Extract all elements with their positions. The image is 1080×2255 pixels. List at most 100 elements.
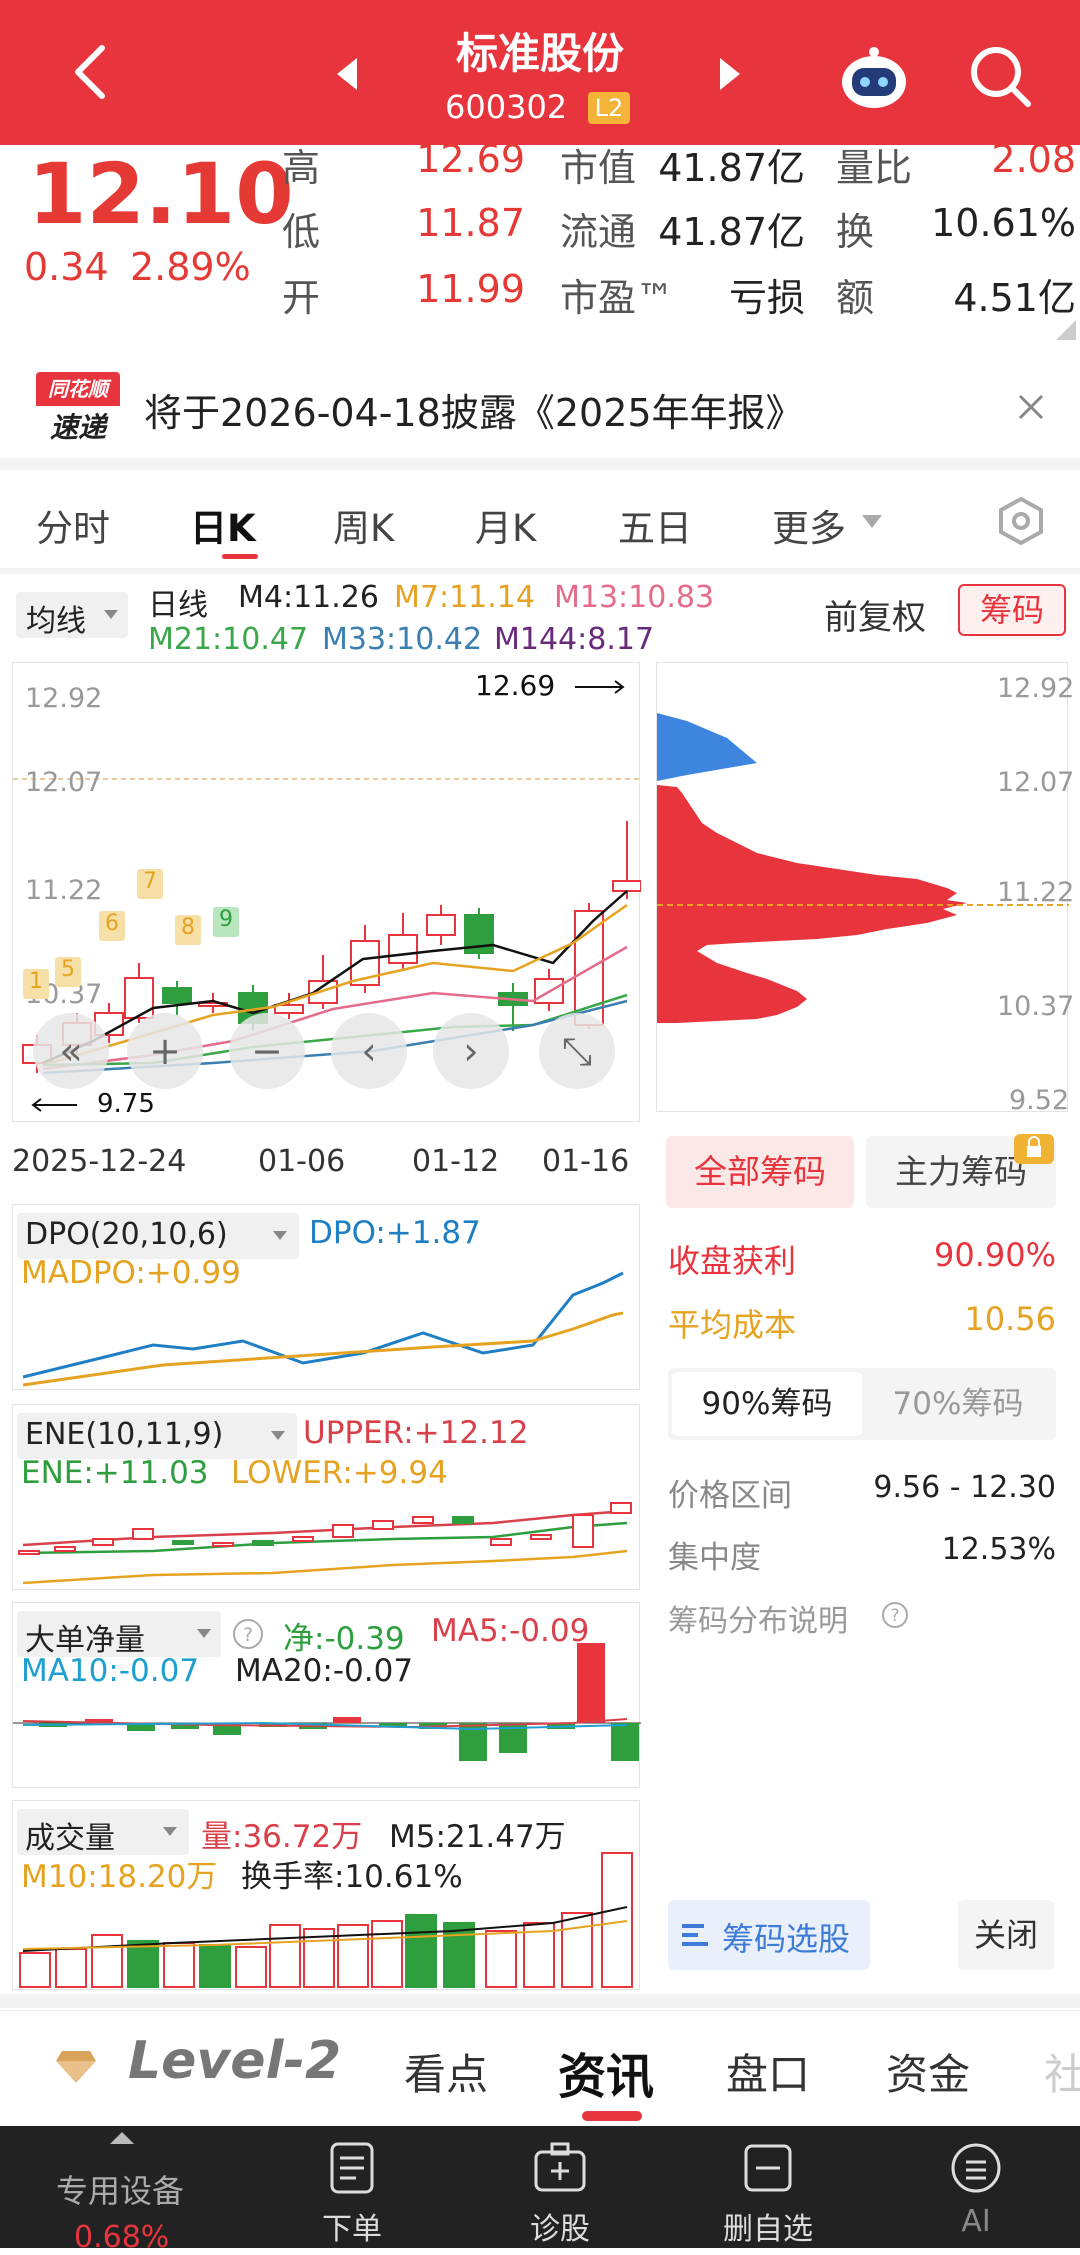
volume-bar	[19, 1952, 51, 1988]
price-change-pct: 2.89%	[130, 245, 251, 289]
close-icon[interactable]	[1016, 392, 1046, 426]
expand-corner-icon[interactable]	[1056, 320, 1076, 344]
dock-ai[interactable]: AI	[916, 2140, 1036, 2239]
bignet-ma10-line	[22, 1721, 628, 1731]
ene-candle	[332, 1524, 354, 1538]
search-icon[interactable]	[968, 44, 1032, 112]
nav-kandian[interactable]: 看点	[404, 2050, 489, 2099]
madpo-value: MADPO:+0.99	[21, 1255, 241, 1291]
top-bar: 标准股份 600302 L2	[0, 0, 1080, 145]
settings-hex-icon[interactable]	[996, 496, 1046, 550]
candle-body	[426, 914, 456, 936]
chip-desc-link[interactable]: 筹码分布说明	[668, 1604, 848, 1639]
date-label: 01-16	[542, 1144, 630, 1179]
ene-selector[interactable]: ENE(10,11,9)	[17, 1413, 297, 1459]
tab-daily-k[interactable]: 日K	[190, 507, 256, 550]
volume-bar	[235, 1946, 267, 1988]
float-label: 流通	[560, 210, 637, 254]
high-value: 12.69	[416, 137, 525, 181]
dock-remove-watch-label: 删自选	[723, 2212, 813, 2247]
tab-monthly-k[interactable]: 月K	[475, 507, 537, 550]
scroll-right-icon[interactable]: ›	[433, 1013, 509, 1089]
active-tab-underline	[222, 554, 258, 559]
tab-90-chips[interactable]: 90%筹码	[672, 1372, 862, 1436]
notice-logo-top: 同花顺	[36, 372, 120, 406]
notice-bar[interactable]: 同花顺 速递 将于2026-04-18披露《2025年年报》	[0, 360, 1080, 460]
chip-y-label: 11.22	[997, 877, 1075, 908]
chip-stock-select-button[interactable]: 筹码选股	[668, 1900, 870, 1970]
pe-label: 市盈™	[560, 276, 675, 320]
tab-five-day[interactable]: 五日	[618, 507, 692, 550]
ene-lower-line	[22, 1549, 628, 1585]
help-icon[interactable]: ?	[880, 1600, 910, 1634]
avg-cost-label: 平均成本	[668, 1306, 797, 1344]
volume-panel[interactable]: 成交量 量:36.72万 M5:21.47万 M10:18.20万 换手率:10…	[12, 1800, 640, 1990]
fullscreen-icon[interactable]: ⤡	[539, 1013, 615, 1089]
kline-y-label: 12.07	[25, 767, 103, 798]
chips-toggle-button[interactable]: 筹码	[958, 584, 1066, 636]
next-stock-icon[interactable]	[718, 56, 742, 96]
nav-zixun[interactable]: 资讯	[558, 2049, 655, 2105]
candle-body	[162, 987, 192, 1004]
ma-selector[interactable]: 均线	[16, 592, 128, 639]
volume-bar	[523, 1922, 555, 1988]
back-arrow-icon[interactable]	[70, 42, 110, 102]
tab-fenshi[interactable]: 分时	[36, 507, 110, 550]
volume-selector[interactable]: 成交量	[17, 1809, 189, 1856]
adjust-mode[interactable]: 前复权	[824, 598, 926, 638]
sector-change: 0.68%	[74, 2220, 170, 2255]
prev-stock-icon[interactable]	[335, 56, 359, 96]
nav-more-partial[interactable]: 社	[1044, 2050, 1080, 2099]
ene-candle	[292, 1536, 314, 1542]
ene-panel[interactable]: ENE(10,11,9) UPPER:+12.12 ENE:+11.03 LOW…	[12, 1404, 640, 1590]
collapse-up-icon[interactable]	[110, 2130, 134, 2149]
turnover-label: 换	[836, 210, 875, 254]
bignet-panel[interactable]: 大单净量 ? 净:-0.39 MA5:-0.09 MA10:-0.07 MA20…	[12, 1602, 641, 1788]
divider	[0, 568, 1080, 574]
kline-chart[interactable]: 12.92 12.07 11.22 10.37 12.69 9.75 1 5 6…	[12, 662, 641, 1122]
high-label: 高	[282, 146, 321, 190]
tab-weekly-k[interactable]: 周K	[333, 507, 395, 550]
date-label: 01-06	[258, 1144, 346, 1179]
kline-y-label: 11.22	[25, 875, 103, 906]
ene-candle	[92, 1538, 114, 1546]
active-nav-underline	[582, 2111, 642, 2121]
tab-all-chips[interactable]: 全部筹码	[666, 1136, 854, 1208]
tab-more[interactable]: 更多	[772, 507, 846, 550]
ene-name: ENE(10,11,9)	[25, 1417, 224, 1452]
scroll-left-icon[interactable]: ‹	[331, 1013, 407, 1089]
nav-pankou[interactable]: 盘口	[726, 2050, 811, 2099]
volume-bar	[601, 1852, 633, 1988]
vr-label: 量比	[836, 146, 913, 190]
dpo-panel[interactable]: DPO(20,10,6) DPO:+1.87 MADPO:+0.99	[12, 1204, 640, 1390]
chip-close-button[interactable]: 关闭	[958, 1900, 1054, 1970]
help-icon[interactable]: ?	[231, 1617, 265, 1655]
dock-remove-watch[interactable]: 删自选	[708, 2140, 828, 2248]
zoom-out-icon[interactable]: −	[229, 1013, 305, 1089]
dpo-selector[interactable]: DPO(20,10,6)	[17, 1213, 299, 1259]
sector-name[interactable]: 专用设备	[56, 2172, 185, 2210]
chevron-down-icon	[862, 514, 882, 533]
zoom-in-icon[interactable]: +	[127, 1013, 203, 1089]
nav-zijin[interactable]: 资金	[886, 2050, 971, 2099]
bignet-selector[interactable]: 大单净量	[17, 1611, 221, 1658]
volume-bar	[91, 1934, 123, 1988]
bignet-bar	[379, 1723, 407, 1727]
scroll-left-fast-icon[interactable]: «	[33, 1013, 109, 1089]
mcap-label: 市值	[560, 146, 637, 190]
bignet-bar	[333, 1717, 361, 1723]
volume-m10-line	[22, 1920, 628, 1950]
volume-bar	[127, 1940, 159, 1988]
chip-distribution-chart[interactable]: 12.92 12.07 11.22 10.37 9.52	[656, 662, 1074, 1116]
concentration-label: 集中度	[668, 1540, 761, 1576]
ma13-value: M13:10.83	[554, 580, 715, 615]
bignet-ma5-value: MA5:-0.09	[431, 1613, 590, 1649]
dock-diagnose[interactable]: 诊股	[500, 2140, 620, 2248]
level2-label[interactable]: Level-2	[128, 2031, 342, 2091]
volume-bar	[163, 1942, 195, 1988]
dock-order[interactable]: 下单	[292, 2140, 412, 2248]
tab-70-chips[interactable]: 70%筹码	[892, 1386, 1024, 1422]
chip-pct-toggle: 90%筹码 70%筹码	[668, 1368, 1056, 1440]
robot-icon[interactable]	[838, 44, 910, 114]
chip-y-label: 12.92	[997, 673, 1075, 704]
